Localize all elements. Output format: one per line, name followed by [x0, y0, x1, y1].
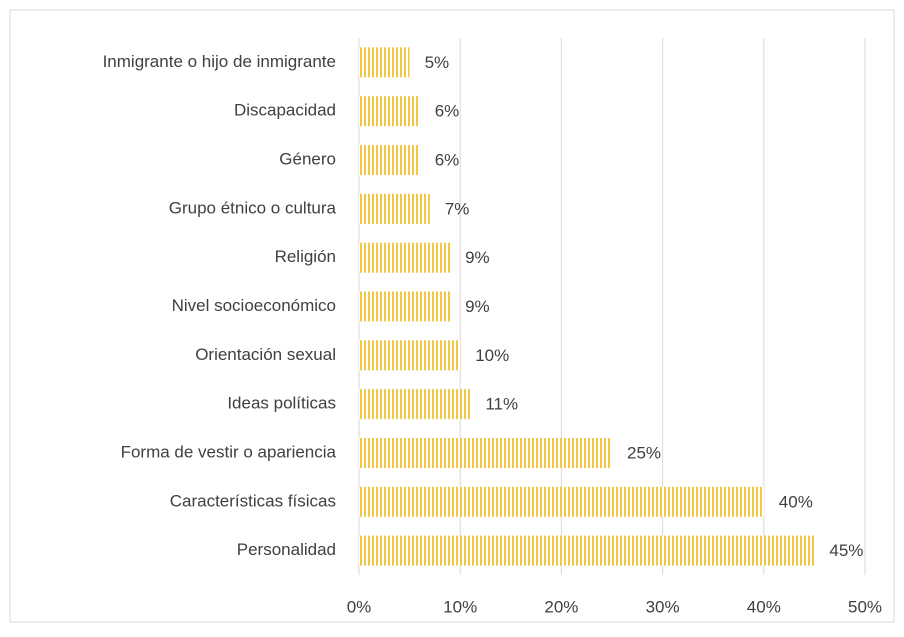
x-tick-label: 50%: [848, 597, 882, 616]
value-label: 9%: [465, 248, 490, 267]
x-tick-label: 30%: [646, 597, 680, 616]
x-tick-label: 20%: [544, 597, 578, 616]
bar: [359, 535, 815, 566]
x-tick-label: 0%: [347, 597, 372, 616]
y-tick-label: Características físicas: [170, 491, 336, 510]
y-tick-label: Nivel socioeconómico: [172, 296, 336, 315]
y-tick-label: Forma de vestir o apariencia: [121, 442, 337, 461]
bar: [359, 389, 471, 420]
chart-border: [9, 9, 895, 623]
y-tick-label: Discapacidad: [234, 101, 336, 120]
value-label: 9%: [465, 297, 490, 316]
bar: [359, 145, 420, 176]
bar: [359, 47, 410, 78]
y-tick-label: Inmigrante o hijo de inmigrante: [103, 52, 336, 71]
bar: [359, 291, 451, 322]
bar: [359, 486, 764, 517]
y-tick-label: Orientación sexual: [195, 345, 336, 364]
x-tick-label: 40%: [747, 597, 781, 616]
bar: [359, 437, 612, 468]
y-tick-label: Ideas políticas: [227, 394, 336, 413]
bar: [359, 96, 420, 127]
value-label: 6%: [435, 151, 460, 170]
value-label: 5%: [425, 53, 450, 72]
value-label: 45%: [829, 541, 863, 560]
bar: [359, 242, 451, 273]
value-label: 11%: [485, 395, 518, 414]
y-tick-label: Religión: [275, 247, 336, 266]
value-label: 10%: [475, 346, 509, 365]
y-tick-label: Personalidad: [237, 540, 336, 559]
value-label: 7%: [445, 199, 470, 218]
value-label: 40%: [779, 492, 813, 511]
x-tick-label: 10%: [443, 597, 477, 616]
y-tick-label: Grupo étnico o cultura: [169, 198, 337, 217]
y-tick-label: Género: [279, 150, 336, 169]
bar: [359, 193, 430, 224]
value-label: 6%: [435, 102, 460, 121]
value-label: 25%: [627, 443, 661, 462]
bar: [359, 340, 461, 371]
